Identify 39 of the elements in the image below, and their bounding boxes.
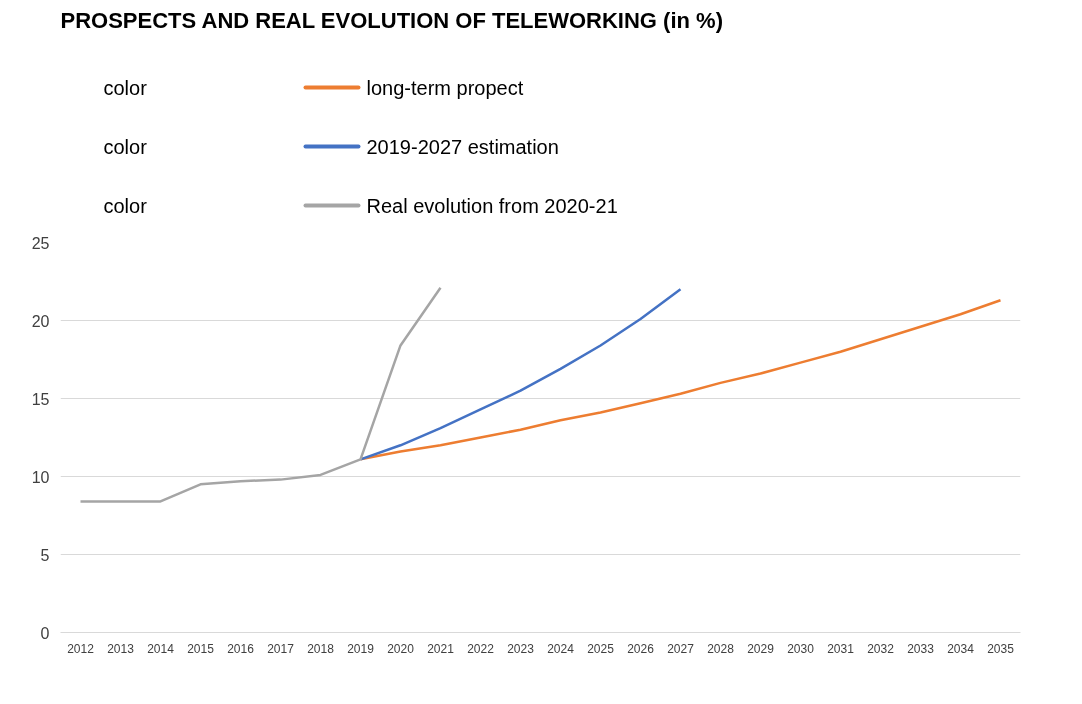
legend-label: long-term propect [366, 76, 524, 99]
x-tick-label: 2012 [67, 641, 95, 656]
y-tick-label: 15 [31, 390, 50, 408]
x-tick-label: 2034 [947, 641, 975, 656]
text: color [103, 76, 148, 99]
y-tick-label: 0 [40, 624, 50, 642]
x-tick-label: 2019 [347, 641, 375, 656]
y-tick-label: 25 [31, 234, 50, 252]
x-tick-label: 2030 [787, 641, 815, 656]
line-series [79, 286, 442, 503]
x-tick-label: 2025 [587, 641, 615, 656]
x-tick-label: 2014 [147, 641, 175, 656]
x-tick-label: 2024 [547, 641, 575, 656]
x-tick-label: 2033 [907, 641, 935, 656]
legend-label: 2019-2027 estimation [366, 135, 559, 158]
x-tick-label: 2029 [747, 641, 775, 656]
text: color [103, 194, 148, 217]
x-tick-label: 2017 [267, 641, 295, 656]
y-tick-label: 10 [31, 468, 50, 486]
x-tick-label: 2018 [307, 641, 335, 656]
x-tick-label: 2020 [387, 641, 415, 656]
x-tick-label: 2023 [507, 641, 535, 656]
legend-label: Real evolution from 2020-21 [366, 194, 618, 217]
x-tick-label: 2026 [627, 641, 655, 656]
y-tick-label: 20 [31, 312, 50, 330]
x-tick-label: 2021 [427, 641, 455, 656]
chart-title: PROSPECTS AND REAL EVOLUTION OF TELEWORKING (in %) [60, 7, 723, 33]
x-tick-label: 2015 [187, 641, 215, 656]
y-tick-label: 5 [40, 546, 50, 564]
x-tick-label: 2022 [467, 641, 495, 656]
x-tick-label: 2028 [707, 641, 735, 656]
text: color [103, 135, 148, 158]
x-tick-label: 2031 [827, 641, 855, 656]
x-tick-label: 2016 [227, 641, 255, 656]
x-tick-label: 2035 [987, 641, 1015, 656]
x-tick-label: 2032 [867, 641, 895, 656]
line-series [359, 288, 682, 461]
x-tick-label: 2013 [107, 641, 135, 656]
x-tick-label: 2027 [667, 641, 695, 656]
